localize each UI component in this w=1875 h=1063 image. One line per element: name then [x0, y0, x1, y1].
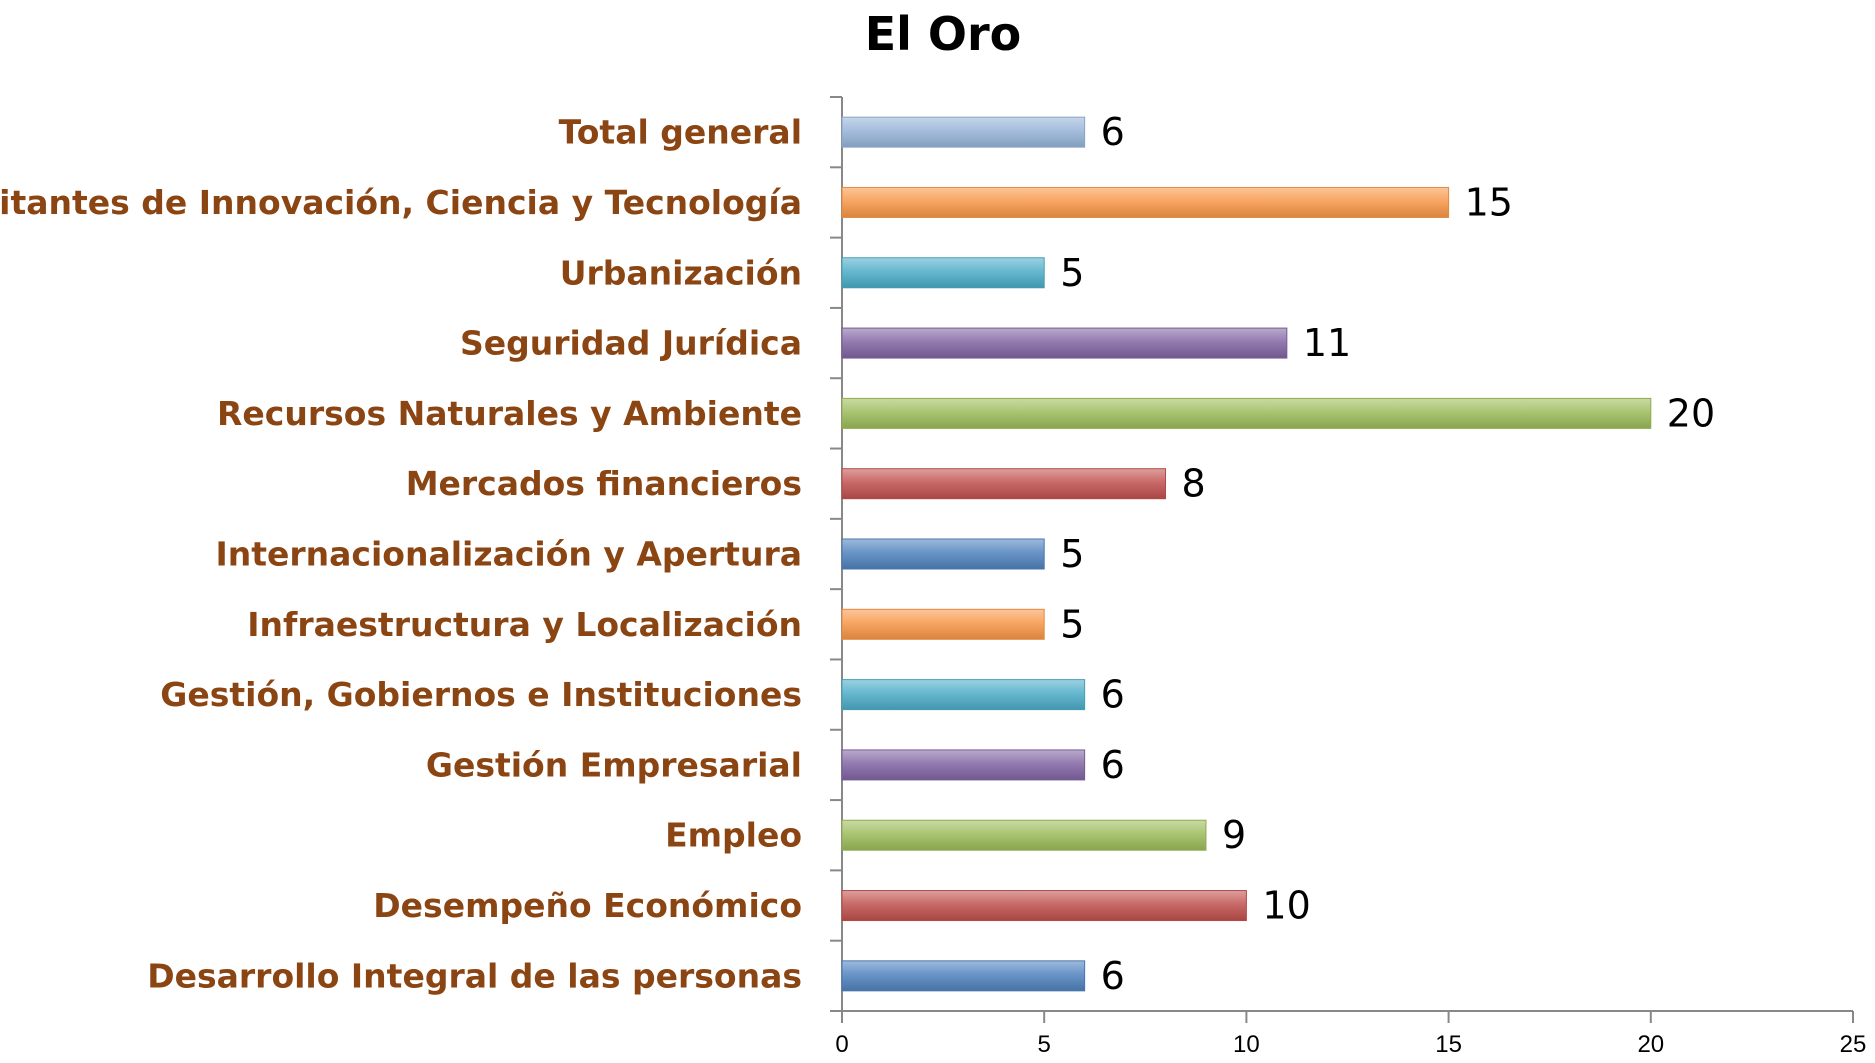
data-label: 5 — [1060, 532, 1084, 576]
bar — [841, 749, 1086, 781]
data-label: 20 — [1667, 391, 1715, 435]
category-label: Internacionalización y Apertura — [215, 535, 802, 574]
bar — [841, 397, 1652, 429]
category-label: Desempeño Económico — [373, 886, 802, 925]
data-label: 6 — [1101, 673, 1125, 717]
x-tick-label: 10 — [1233, 1031, 1260, 1058]
data-label: 15 — [1465, 180, 1513, 224]
category-label: Seguridad Jurídica — [460, 324, 802, 363]
x-tick-label: 20 — [1637, 1031, 1664, 1058]
category-labels: Desarrollo Integral de las personas Desem… — [0, 113, 802, 996]
data-label: 8 — [1182, 462, 1206, 506]
bar — [841, 186, 1450, 218]
data-label: 10 — [1262, 884, 1310, 928]
data-label: 9 — [1222, 813, 1246, 857]
bar — [841, 679, 1086, 711]
bar — [841, 819, 1207, 851]
category-label: Habilitantes de Innovación, Ciencia y Te… — [0, 183, 802, 222]
x-tick-label: 0 — [835, 1031, 848, 1058]
category-label: Gestión, Gobiernos e Instituciones — [160, 675, 802, 714]
bar — [841, 960, 1086, 992]
bar — [841, 468, 1167, 500]
category-label: Total general — [559, 113, 802, 152]
data-label: 6 — [1101, 954, 1125, 998]
category-label: Urbanización — [560, 253, 802, 292]
data-label: 6 — [1101, 110, 1125, 154]
bar — [841, 538, 1045, 570]
category-label: Desarrollo Integral de las personas — [147, 956, 802, 995]
category-label: Mercados financieros — [406, 464, 802, 503]
data-label: 5 — [1060, 251, 1084, 295]
x-axis-ticks: 0 5 10 15 20 25 — [835, 1011, 1866, 1058]
bar — [841, 116, 1086, 148]
bar — [841, 890, 1247, 922]
x-tick-label: 5 — [1038, 1031, 1051, 1058]
category-label: Infraestructura y Localización — [247, 605, 802, 644]
bar — [841, 608, 1045, 640]
bars — [841, 116, 1652, 992]
data-label: 5 — [1060, 602, 1084, 646]
chart-title: El Oro — [865, 7, 1022, 61]
category-label: Recursos Naturales y Ambiente — [217, 394, 802, 433]
x-tick-label: 25 — [1840, 1031, 1867, 1058]
x-tick-label: 15 — [1435, 1031, 1462, 1058]
category-label: Gestión Empresarial — [426, 745, 802, 784]
data-label: 11 — [1303, 321, 1351, 365]
category-label: Empleo — [665, 816, 802, 855]
bar — [841, 257, 1045, 289]
bar — [841, 327, 1288, 359]
data-label: 6 — [1101, 743, 1125, 787]
